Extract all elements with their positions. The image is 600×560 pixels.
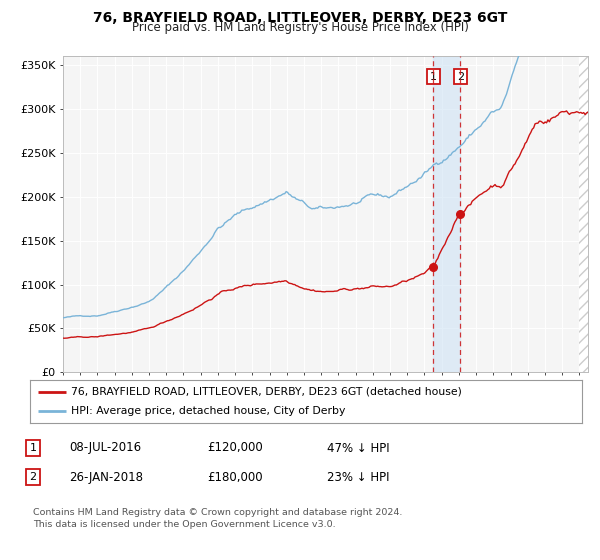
Text: 26-JAN-2018: 26-JAN-2018: [69, 470, 143, 484]
Bar: [580, 56, 600, 372]
Bar: [580, 56, 600, 372]
Text: 47% ↓ HPI: 47% ↓ HPI: [327, 441, 389, 455]
Text: £120,000: £120,000: [207, 441, 263, 455]
Text: 1: 1: [430, 72, 437, 82]
Text: Contains HM Land Registry data © Crown copyright and database right 2024.: Contains HM Land Registry data © Crown c…: [33, 508, 403, 517]
Text: This data is licensed under the Open Government Licence v3.0.: This data is licensed under the Open Gov…: [33, 520, 335, 529]
Text: 76, BRAYFIELD ROAD, LITTLEOVER, DERBY, DE23 6GT: 76, BRAYFIELD ROAD, LITTLEOVER, DERBY, D…: [93, 12, 507, 26]
Text: 2: 2: [457, 72, 464, 82]
Text: HPI: Average price, detached house, City of Derby: HPI: Average price, detached house, City…: [71, 407, 346, 416]
Text: 08-JUL-2016: 08-JUL-2016: [69, 441, 141, 455]
Text: 23% ↓ HPI: 23% ↓ HPI: [327, 470, 389, 484]
Text: Price paid vs. HM Land Registry's House Price Index (HPI): Price paid vs. HM Land Registry's House …: [131, 21, 469, 35]
Text: £180,000: £180,000: [207, 470, 263, 484]
Text: 76, BRAYFIELD ROAD, LITTLEOVER, DERBY, DE23 6GT (detached house): 76, BRAYFIELD ROAD, LITTLEOVER, DERBY, D…: [71, 387, 462, 396]
Bar: [433, 56, 460, 372]
Text: 2: 2: [29, 472, 37, 482]
Text: 1: 1: [29, 443, 37, 453]
